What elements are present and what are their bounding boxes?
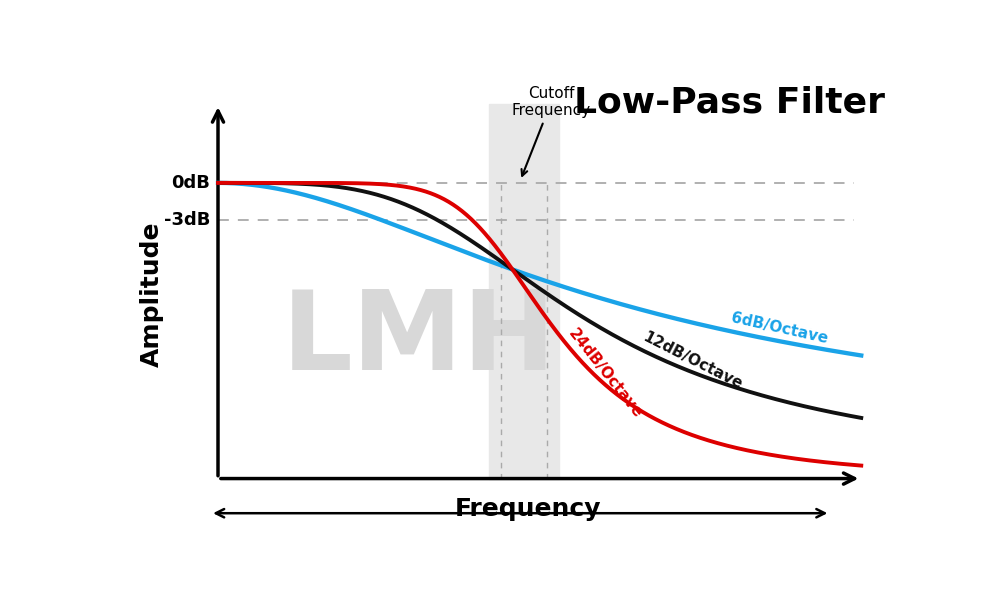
Text: 0dB: 0dB (171, 174, 210, 192)
Text: Low-Pass Filter: Low-Pass Filter (574, 86, 885, 120)
Text: 24dB/Octave: 24dB/Octave (565, 326, 645, 421)
Text: Amplitude: Amplitude (140, 221, 164, 367)
Text: Frequency: Frequency (455, 497, 601, 521)
Bar (489, 104, 559, 479)
Text: Cutoff
Frequency: Cutoff Frequency (512, 86, 591, 176)
Text: 6dB/Octave: 6dB/Octave (730, 310, 829, 346)
Text: -3dB: -3dB (164, 211, 210, 229)
Text: LMH: LMH (282, 286, 557, 394)
Text: 12dB/Octave: 12dB/Octave (640, 329, 745, 392)
